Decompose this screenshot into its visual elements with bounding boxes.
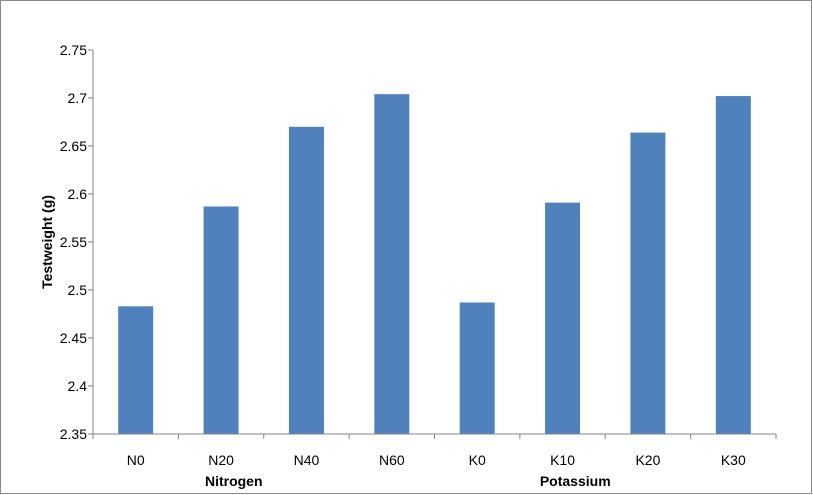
y-tick-label: 2.35 [60,426,87,442]
bar-k0 [459,302,495,434]
bar-n20 [203,206,239,434]
bar-k30 [715,96,751,434]
x-tick-label: K0 [469,452,486,468]
x-tick-label: N0 [127,452,145,468]
bar-k20 [630,132,666,434]
y-axis-title: Testweight (g) [39,195,55,289]
y-tick-label: 2.55 [60,234,87,250]
bars [118,94,751,435]
x-tick-label: K20 [635,452,660,468]
y-axis-ticks: 2.35 2.4 2.45 2.5 2.55 2.6 2.65 2.7 2.75 [60,42,93,442]
bar-n0 [118,306,154,434]
y-tick-label: 2.5 [68,282,88,298]
group-label-potassium: Potassium [540,473,611,489]
x-tick-label: K30 [721,452,746,468]
y-tick-label: 2.7 [68,90,88,106]
group-labels: Nitrogen Potassium [205,473,611,489]
y-tick-label: 2.6 [68,186,88,202]
x-tick-label: K10 [550,452,575,468]
x-tick-label: N60 [379,452,405,468]
x-axis-ticks: N0 N20 N40 N60 K0 K10 K20 K30 [92,434,777,468]
y-tick-label: 2.65 [60,138,87,154]
y-tick-label: 2.75 [60,42,87,58]
y-tick-label: 2.45 [60,330,87,346]
x-tick-label: N20 [208,452,234,468]
bar-n40 [288,126,324,435]
bar-n60 [374,94,410,434]
group-label-nitrogen: Nitrogen [205,473,263,489]
bar-k10 [545,202,581,434]
y-tick-label: 2.4 [68,378,88,394]
x-tick-label: N40 [294,452,320,468]
